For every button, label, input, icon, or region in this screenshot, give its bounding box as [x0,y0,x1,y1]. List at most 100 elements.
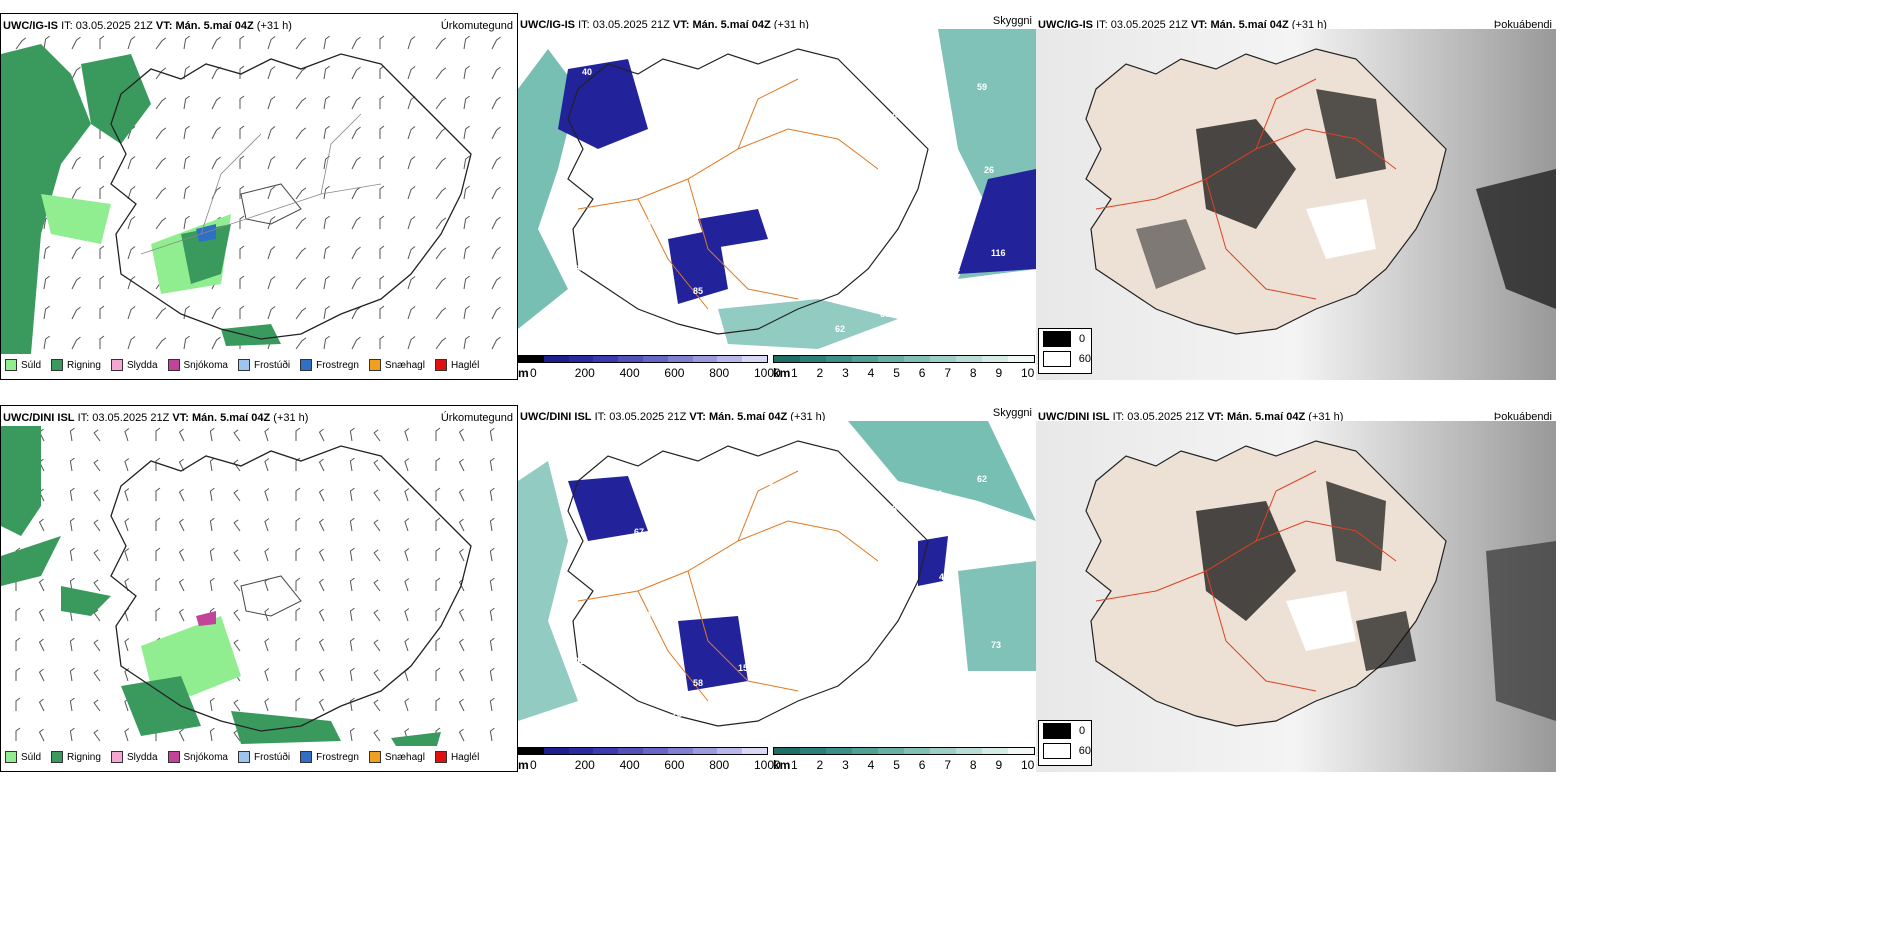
wind-barb [71,306,81,320]
wind-barb [379,155,385,169]
wind-barb [379,35,385,49]
wind-barb [15,667,21,681]
legend-item: Snæhagl [368,359,425,371]
legend-item: Snjókoma [167,751,228,763]
ceiling-value-label: 58 [873,618,883,628]
wind-barb [124,578,130,592]
wind-barb [71,336,81,350]
wind-barb [407,66,416,80]
colorbar-tick-label: 7 [944,758,952,772]
road-network [577,470,879,702]
wind-barb [491,306,501,320]
fog-index-panel-bottom: UWC/DINI ISL IT: 03.05.2025 21Z VT: Mán.… [1036,405,1556,772]
ceiling-value-label: 51 [627,52,637,62]
ceiling-colorbar-strip [518,747,768,755]
colorbar-tick-label: 5 [893,758,900,772]
wind-barb [349,607,355,622]
fog-legend-label: 0 [1079,725,1086,737]
wind-barb [264,638,270,652]
wind-barb [489,577,495,592]
ceiling-value-label: 193 [842,519,857,529]
legend-item: Slydda [110,751,158,763]
low-ceiling-area [558,59,648,149]
fog-dark-area [1136,219,1206,289]
ceiling-value-label: 73 [887,504,897,514]
colorbar-tick-label: 1 [791,758,798,772]
wind-barb [295,277,307,290]
ceiling-value-label: 124 [752,549,767,559]
wind-barb [435,67,447,80]
wind-barb [295,67,307,80]
wind-barb [349,487,355,502]
wind-barb [491,36,501,50]
wind-barb [404,518,410,532]
colorbar-tick-label: 8 [969,758,977,772]
wind-barb [183,155,190,170]
precip-map [1,426,495,746]
wind-barb [239,185,245,199]
wind-barb [127,246,136,260]
wind-barb [264,608,270,622]
wind-barb [38,698,45,712]
wind-barb [15,637,21,651]
legend-item: Slydda [110,359,158,371]
ceiling-unit: m [518,758,529,772]
wind-barb [404,458,410,472]
fog-dark-area [1196,501,1296,621]
visibility-unit: km [773,366,791,380]
precip-type-panel-bottom: UWC/DINI ISL IT: 03.05.2025 21Z VT: Mán.… [0,405,518,772]
ceiling-value-label: 59 [977,82,987,92]
wind-barb [407,186,416,200]
wind-barb [373,549,381,562]
wind-barb [323,245,330,260]
wind-barb [463,155,470,170]
ceiling-value-label: 38 [679,120,689,130]
wind-barb [458,548,465,562]
colorbar-tick-label: 5 [893,366,900,380]
wind-barb [379,215,385,229]
colorbar-tick-label: 600 [664,366,685,380]
wind-barb [407,246,416,260]
wind-barb [323,305,330,320]
ceiling-value-label: 58 [693,678,703,688]
ceiling-value-label: 90 [596,625,606,635]
wind-barb [155,427,161,441]
wind-barb [178,728,185,742]
wind-barb [178,608,185,622]
wind-barb [373,459,381,472]
fog-dark-area [1326,481,1386,571]
wind-barb [318,698,325,712]
colorbar-tick-label: 800 [709,758,730,772]
legend-item: Súld [5,359,41,371]
wind-barb [435,457,441,471]
wind-barb [155,187,167,200]
wind-barb [318,578,325,592]
visibility-colorbar-strip [773,747,1035,755]
wind-barb [351,186,361,200]
wind-barb [435,577,441,591]
drizzle-area [41,194,111,244]
colorbar-tick-label: 8 [969,366,977,380]
wind-barb [435,517,441,531]
wind-barb [463,95,470,110]
wind-barb [404,578,410,592]
fog-dark-area [1486,541,1556,721]
fog-legend-item: 0 [1039,329,1091,349]
wind-barb [349,457,355,472]
colorbar-tick-label: 4 [867,758,875,772]
wind-barb [349,667,355,682]
wind-barb [349,517,355,532]
wind-barb [38,578,45,592]
fog-index-panel-top: UWC/IG-IS IT: 03.05.2025 21Z VT: Mán. 5.… [1036,13,1556,380]
wind-barb [178,488,185,502]
wind-barb [463,275,470,290]
low-ceiling-area [678,616,748,691]
wind-barb [379,65,385,79]
wind-barb [264,428,270,442]
rain-area [61,586,111,616]
wind-barb [379,335,385,349]
wind-barb [71,66,81,80]
wind-barb [239,35,245,49]
visibility-map: 197 168 124 106 94 790 528 447 170 73 147 892 193 45 9… [518,421,1036,747]
wind-barb [295,697,301,711]
